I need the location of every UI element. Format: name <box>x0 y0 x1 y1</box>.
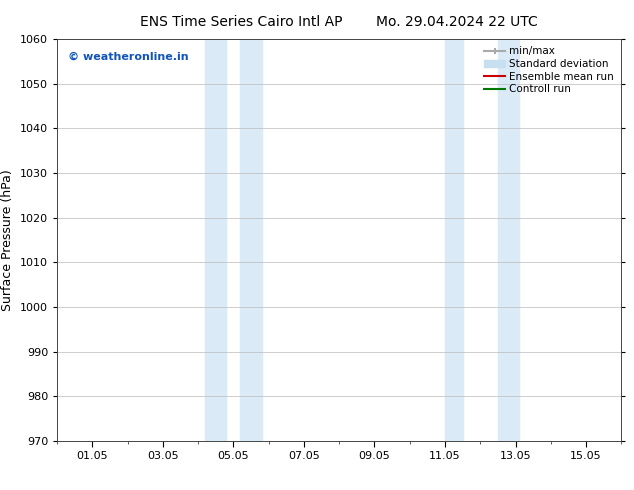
Text: ENS Time Series Cairo Intl AP: ENS Time Series Cairo Intl AP <box>139 15 342 29</box>
Text: Mo. 29.04.2024 22 UTC: Mo. 29.04.2024 22 UTC <box>375 15 538 29</box>
Bar <box>205 39 226 441</box>
Bar <box>445 39 463 441</box>
Bar <box>240 39 262 441</box>
Y-axis label: Surface Pressure (hPa): Surface Pressure (hPa) <box>1 169 15 311</box>
Legend: min/max, Standard deviation, Ensemble mean run, Controll run: min/max, Standard deviation, Ensemble me… <box>480 42 618 98</box>
Text: © weatheronline.in: © weatheronline.in <box>68 51 189 61</box>
Bar <box>498 39 519 441</box>
